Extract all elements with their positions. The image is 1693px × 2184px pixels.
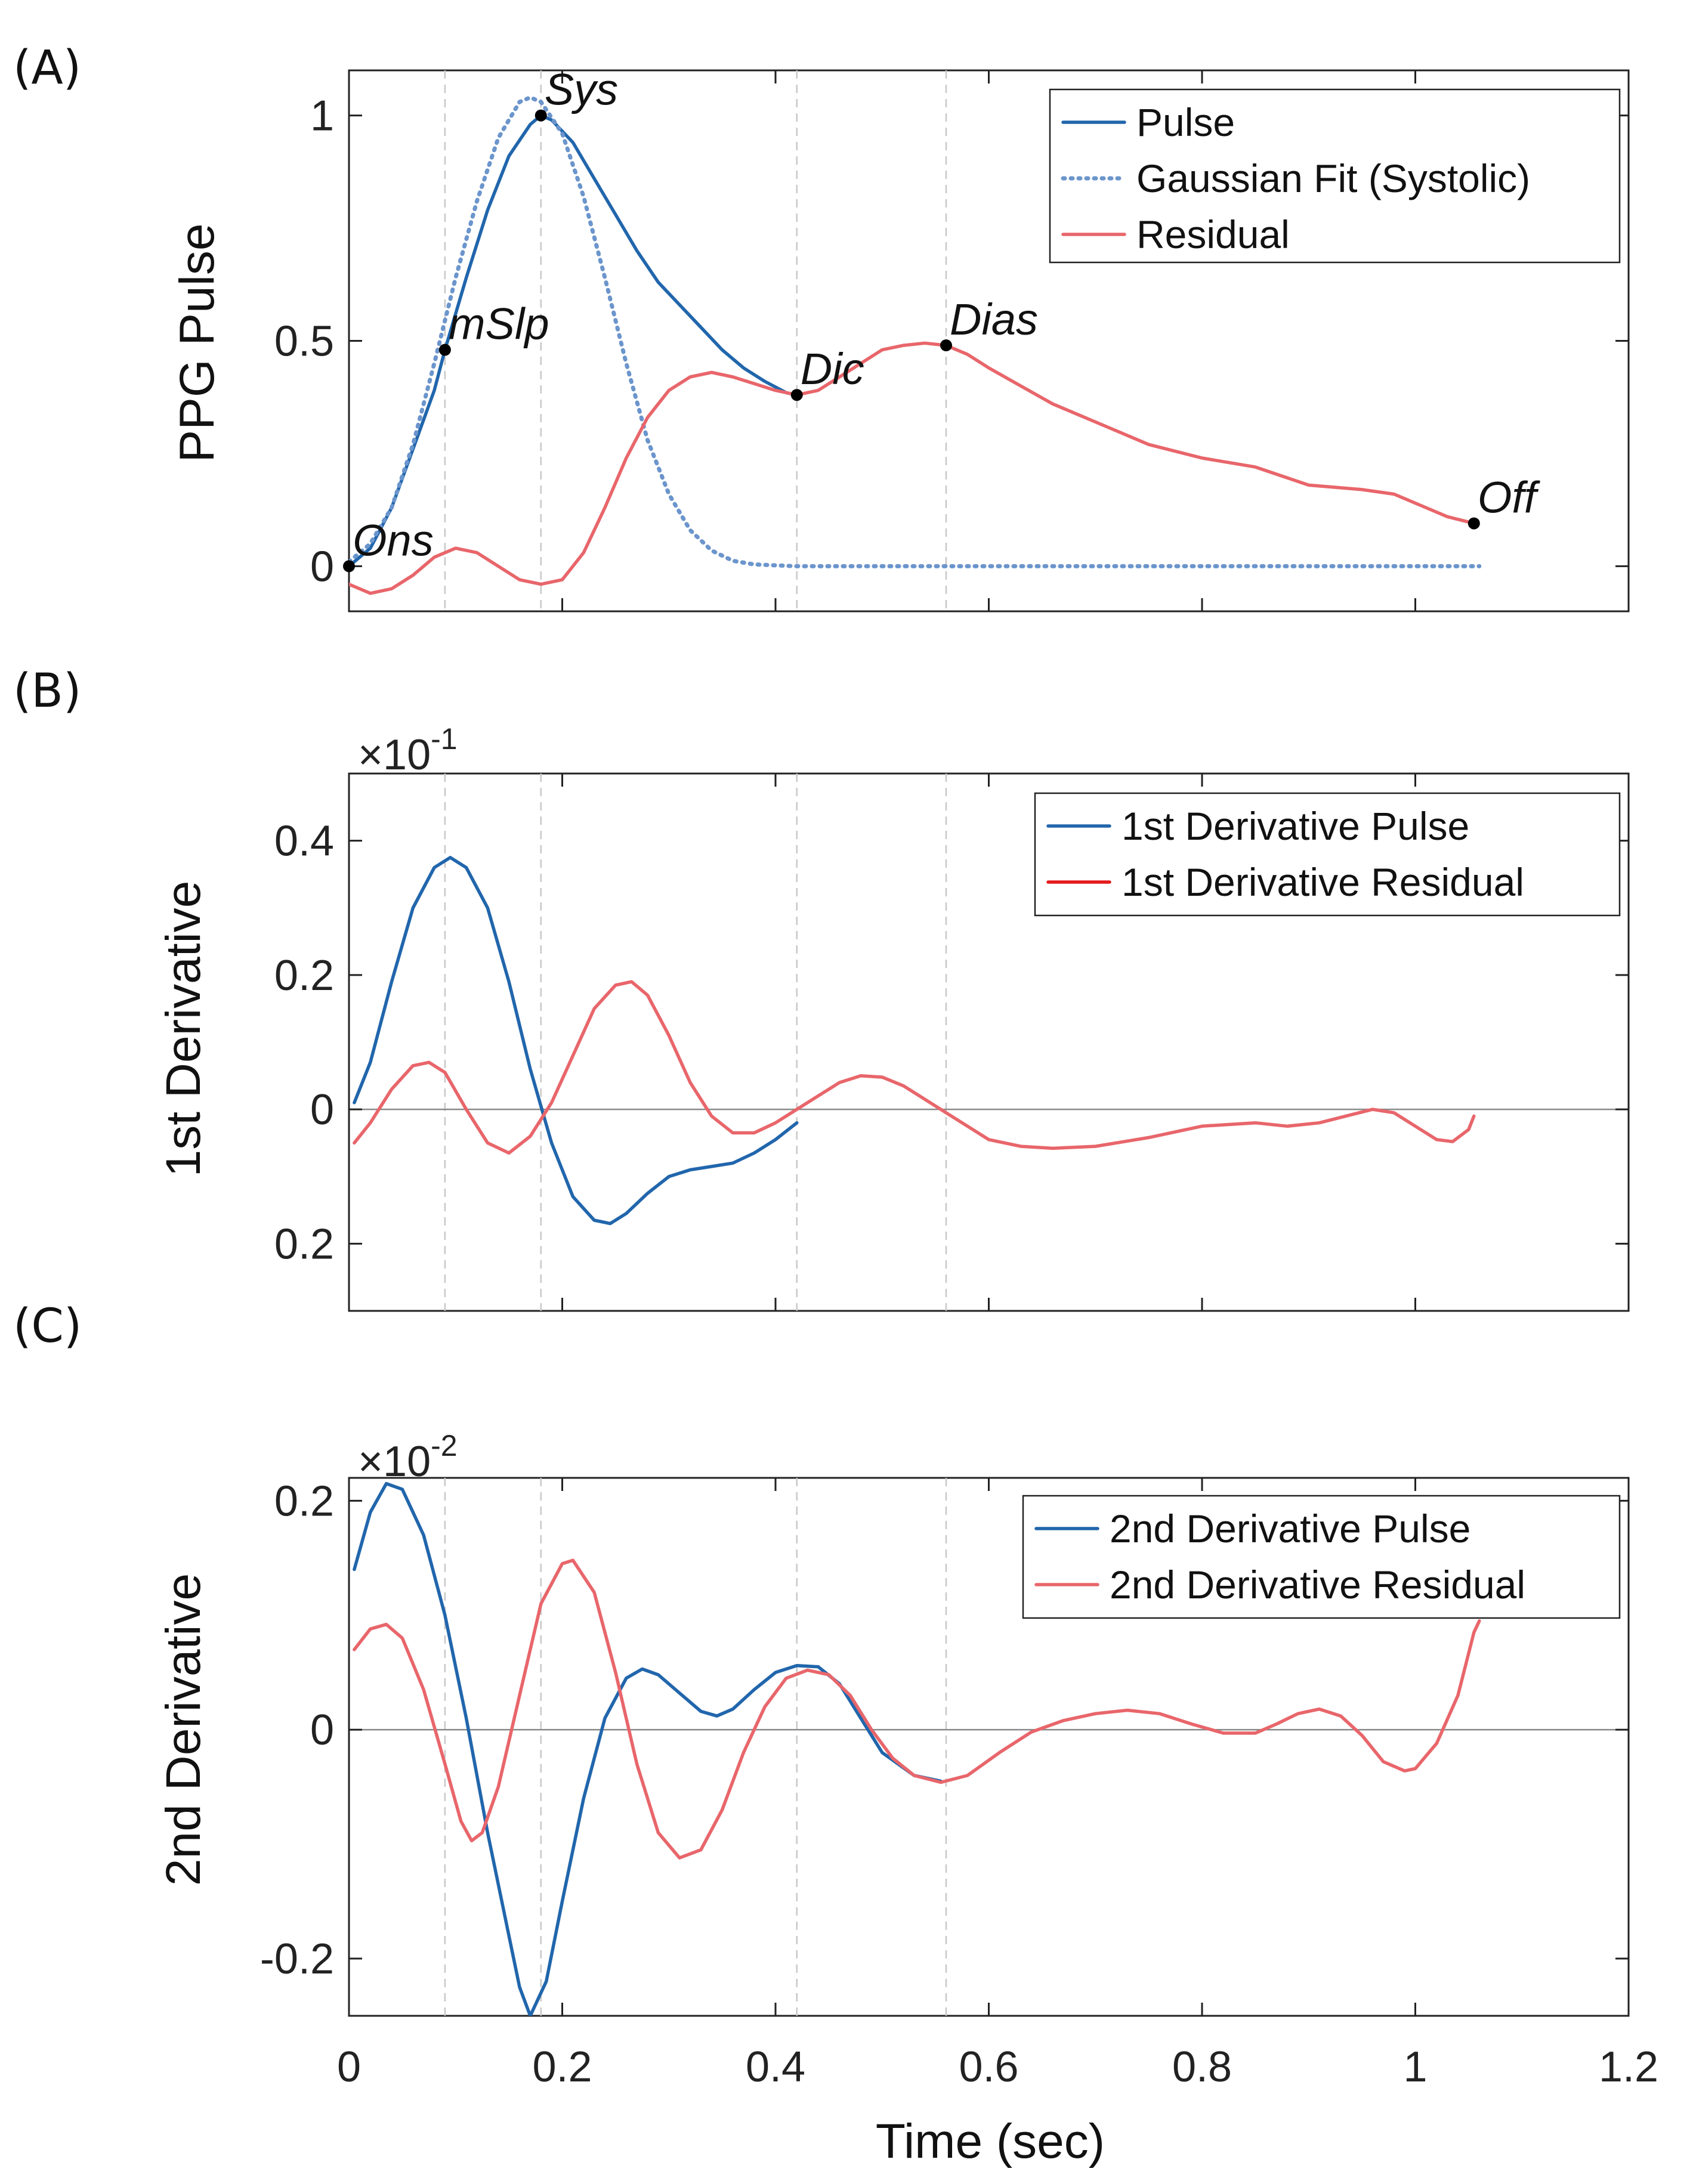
legend-label-c-1: 2nd Derivative Residual xyxy=(1110,1563,1525,1607)
ylabel-c: 2nd Derivative xyxy=(156,1573,211,1886)
point-ons xyxy=(343,560,355,573)
series-line-c-0 xyxy=(353,1481,943,2016)
xtick-label: 1 xyxy=(1403,2043,1427,2091)
xtick-label: 1.2 xyxy=(1599,2043,1658,2091)
legend-label-a-2: Residual xyxy=(1136,212,1290,256)
panel-label-a: (A) xyxy=(13,41,81,95)
legend-label-a-0: Pulse xyxy=(1136,100,1235,144)
ytick-label-b: 0.4 xyxy=(274,818,334,865)
xtick-label: 0.4 xyxy=(746,2043,805,2091)
annotation-dias: Dias xyxy=(950,295,1038,344)
point-dias xyxy=(940,339,952,352)
xlabel: Time (sec) xyxy=(876,2114,1105,2168)
xtick-label: 0.2 xyxy=(532,2043,592,2091)
legend-a: Pulse Gaussian Fit (Systolic) Residual xyxy=(1049,88,1621,264)
ytick-label-b: 0.2 xyxy=(274,1220,334,1268)
ylabel-a: PPG Pulse xyxy=(170,223,224,462)
series-line-b-1 xyxy=(353,980,1476,1155)
point-dic xyxy=(790,389,803,401)
xtick-label: 0.6 xyxy=(959,2043,1018,2091)
annotation-off: Off xyxy=(1478,473,1540,522)
annotation-dic: Dic xyxy=(801,344,864,394)
legend-c: 2nd Derivative Pulse 2nd Derivative Resid… xyxy=(1022,1495,1621,1619)
series-line-a-0 xyxy=(349,113,799,568)
ylabel-b: 1st Derivative xyxy=(156,881,211,1177)
panel-label-b: (B) xyxy=(13,664,81,718)
legend-box-b xyxy=(1034,792,1621,917)
xtick-label: 0 xyxy=(337,2043,361,2091)
point-mslp xyxy=(438,344,451,356)
annotation-ons: Ons xyxy=(353,515,434,565)
ytick-label-c: -0.2 xyxy=(260,1935,334,1983)
legend-b: 1st Derivative Pulse 1st Derivative Resid… xyxy=(1034,792,1621,917)
ytick-label-a: 1 xyxy=(310,92,334,140)
legend-box-a xyxy=(1049,88,1621,264)
series-group-c xyxy=(353,1481,1481,2016)
ytick-label-a: 0 xyxy=(310,543,334,590)
ytick-label-b: 0.2 xyxy=(274,952,334,1000)
multiplier-b: ×10-1 xyxy=(358,722,458,779)
panel-label-c: (C) xyxy=(13,1300,82,1353)
series-line-b-0 xyxy=(353,856,799,1226)
ytick-label-a: 0.5 xyxy=(274,318,334,366)
panel-c: 0 0.2 0.4 0.6 0.8 1 1.2 -0.2 0 0.2 2nd Derivative … xyxy=(260,1477,1658,2091)
series-line-a-1 xyxy=(349,95,1482,568)
legend-label-b-0: 1st Derivative Pulse xyxy=(1122,804,1469,848)
ytick-label-c: 0 xyxy=(310,1706,334,1754)
legend-label-b-1: 1st Derivative Residual xyxy=(1122,860,1524,904)
ytick-label-b: 0 xyxy=(310,1086,334,1134)
point-off xyxy=(1468,517,1480,530)
legend-label-a-1: Gaussian Fit (Systolic) xyxy=(1136,156,1530,200)
ytick-label-c: 0.2 xyxy=(274,1477,334,1525)
panel-a: 0 0.5 1 Ons mSlp Sys Dic Dias Off Pulse Gaussian F… xyxy=(274,65,1630,612)
annotation-sys: Sys xyxy=(545,65,618,115)
point-sys xyxy=(535,109,547,122)
annotation-mslp: mSlp xyxy=(449,299,549,349)
legend-box-c xyxy=(1022,1495,1621,1619)
series-line-a-2 xyxy=(349,341,1476,595)
series-group-b xyxy=(353,856,1476,1226)
xtick-label: 0.8 xyxy=(1172,2043,1232,2091)
legend-label-c-0: 2nd Derivative Pulse xyxy=(1110,1506,1470,1551)
series-line-c-1 xyxy=(353,1558,1481,1860)
